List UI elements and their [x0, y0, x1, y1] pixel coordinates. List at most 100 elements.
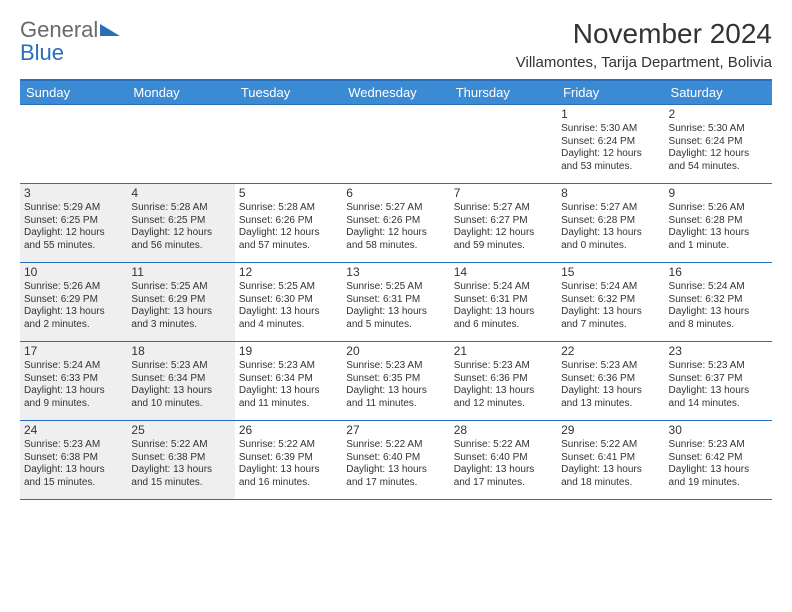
day-header: Thursday: [450, 81, 557, 104]
logo-triangle-icon: [100, 24, 120, 36]
day-daylight1: Daylight: 13 hours: [454, 385, 553, 398]
day-sunrise: Sunrise: 5:22 AM: [239, 439, 338, 452]
day-sunrise: Sunrise: 5:22 AM: [561, 439, 660, 452]
day-daylight2: and 19 minutes.: [669, 477, 768, 490]
day-sunset: Sunset: 6:42 PM: [669, 452, 768, 465]
day-daylight1: Daylight: 13 hours: [239, 306, 338, 319]
day-daylight1: Daylight: 13 hours: [561, 464, 660, 477]
day-daylight1: Daylight: 13 hours: [669, 227, 768, 240]
day-sunrise: Sunrise: 5:23 AM: [669, 360, 768, 373]
day-daylight2: and 17 minutes.: [454, 477, 553, 490]
day-cell: 13Sunrise: 5:25 AMSunset: 6:31 PMDayligh…: [342, 263, 449, 341]
day-cell: 15Sunrise: 5:24 AMSunset: 6:32 PMDayligh…: [557, 263, 664, 341]
day-daylight1: Daylight: 13 hours: [131, 464, 230, 477]
day-sunrise: Sunrise: 5:23 AM: [346, 360, 445, 373]
day-daylight1: Daylight: 13 hours: [24, 385, 123, 398]
day-cell: 10Sunrise: 5:26 AMSunset: 6:29 PMDayligh…: [20, 263, 127, 341]
day-number: 13: [346, 265, 445, 280]
day-daylight1: Daylight: 12 hours: [239, 227, 338, 240]
day-sunset: Sunset: 6:29 PM: [131, 294, 230, 307]
day-daylight2: and 55 minutes.: [24, 240, 123, 253]
day-daylight2: and 57 minutes.: [239, 240, 338, 253]
day-sunset: Sunset: 6:32 PM: [669, 294, 768, 307]
day-sunrise: Sunrise: 5:23 AM: [239, 360, 338, 373]
week-row: 24Sunrise: 5:23 AMSunset: 6:38 PMDayligh…: [20, 420, 772, 500]
day-sunrise: Sunrise: 5:28 AM: [239, 202, 338, 215]
day-header: Friday: [557, 81, 664, 104]
day-cell: 22Sunrise: 5:23 AMSunset: 6:36 PMDayligh…: [557, 342, 664, 420]
day-number: 23: [669, 344, 768, 359]
day-daylight2: and 54 minutes.: [669, 161, 768, 174]
day-sunset: Sunset: 6:40 PM: [454, 452, 553, 465]
day-cell: 1Sunrise: 5:30 AMSunset: 6:24 PMDaylight…: [557, 105, 664, 183]
day-number: 3: [24, 186, 123, 201]
day-sunrise: Sunrise: 5:23 AM: [131, 360, 230, 373]
day-sunset: Sunset: 6:29 PM: [24, 294, 123, 307]
day-daylight1: Daylight: 12 hours: [24, 227, 123, 240]
day-sunrise: Sunrise: 5:26 AM: [24, 281, 123, 294]
day-sunrise: Sunrise: 5:23 AM: [669, 439, 768, 452]
day-cell: 8Sunrise: 5:27 AMSunset: 6:28 PMDaylight…: [557, 184, 664, 262]
day-daylight1: Daylight: 12 hours: [454, 227, 553, 240]
day-daylight1: Daylight: 13 hours: [24, 306, 123, 319]
week-row: 10Sunrise: 5:26 AMSunset: 6:29 PMDayligh…: [20, 262, 772, 341]
day-daylight2: and 15 minutes.: [24, 477, 123, 490]
day-cell: 16Sunrise: 5:24 AMSunset: 6:32 PMDayligh…: [665, 263, 772, 341]
day-sunset: Sunset: 6:34 PM: [239, 373, 338, 386]
day-sunrise: Sunrise: 5:26 AM: [669, 202, 768, 215]
day-sunset: Sunset: 6:38 PM: [24, 452, 123, 465]
day-daylight1: Daylight: 13 hours: [561, 306, 660, 319]
day-cell: 6Sunrise: 5:27 AMSunset: 6:26 PMDaylight…: [342, 184, 449, 262]
day-cell: [235, 105, 342, 183]
day-sunrise: Sunrise: 5:29 AM: [24, 202, 123, 215]
day-number: 15: [561, 265, 660, 280]
day-daylight2: and 14 minutes.: [669, 398, 768, 411]
day-sunrise: Sunrise: 5:22 AM: [454, 439, 553, 452]
day-number: 22: [561, 344, 660, 359]
day-cell: 24Sunrise: 5:23 AMSunset: 6:38 PMDayligh…: [20, 421, 127, 499]
day-sunset: Sunset: 6:26 PM: [239, 215, 338, 228]
day-cell: [127, 105, 234, 183]
day-sunset: Sunset: 6:24 PM: [561, 136, 660, 149]
day-cell: 2Sunrise: 5:30 AMSunset: 6:24 PMDaylight…: [665, 105, 772, 183]
day-daylight2: and 53 minutes.: [561, 161, 660, 174]
day-daylight1: Daylight: 13 hours: [669, 306, 768, 319]
day-sunrise: Sunrise: 5:25 AM: [239, 281, 338, 294]
day-number: 10: [24, 265, 123, 280]
day-daylight1: Daylight: 13 hours: [239, 464, 338, 477]
day-daylight1: Daylight: 13 hours: [131, 385, 230, 398]
day-daylight1: Daylight: 13 hours: [669, 385, 768, 398]
day-daylight1: Daylight: 13 hours: [239, 385, 338, 398]
day-sunset: Sunset: 6:35 PM: [346, 373, 445, 386]
day-daylight2: and 12 minutes.: [454, 398, 553, 411]
day-sunrise: Sunrise: 5:23 AM: [454, 360, 553, 373]
day-sunrise: Sunrise: 5:27 AM: [454, 202, 553, 215]
day-number: 24: [24, 423, 123, 438]
day-sunrise: Sunrise: 5:24 AM: [454, 281, 553, 294]
day-number: 25: [131, 423, 230, 438]
day-daylight2: and 59 minutes.: [454, 240, 553, 253]
day-daylight2: and 9 minutes.: [24, 398, 123, 411]
day-sunset: Sunset: 6:39 PM: [239, 452, 338, 465]
day-cell: 25Sunrise: 5:22 AMSunset: 6:38 PMDayligh…: [127, 421, 234, 499]
day-daylight2: and 10 minutes.: [131, 398, 230, 411]
day-daylight2: and 58 minutes.: [346, 240, 445, 253]
day-sunset: Sunset: 6:24 PM: [669, 136, 768, 149]
day-daylight1: Daylight: 13 hours: [454, 464, 553, 477]
day-cell: 11Sunrise: 5:25 AMSunset: 6:29 PMDayligh…: [127, 263, 234, 341]
day-number: 11: [131, 265, 230, 280]
day-number: 17: [24, 344, 123, 359]
day-sunset: Sunset: 6:28 PM: [561, 215, 660, 228]
day-sunrise: Sunrise: 5:30 AM: [669, 123, 768, 136]
day-number: 16: [669, 265, 768, 280]
day-daylight1: Daylight: 13 hours: [24, 464, 123, 477]
day-sunset: Sunset: 6:36 PM: [561, 373, 660, 386]
calendar: Sunday Monday Tuesday Wednesday Thursday…: [20, 79, 772, 500]
day-header: Sunday: [20, 81, 127, 104]
title-block: November 2024 Villamontes, Tarija Depart…: [516, 18, 772, 71]
day-daylight1: Daylight: 13 hours: [346, 464, 445, 477]
day-daylight1: Daylight: 13 hours: [346, 385, 445, 398]
day-sunrise: Sunrise: 5:23 AM: [561, 360, 660, 373]
day-sunset: Sunset: 6:31 PM: [454, 294, 553, 307]
day-daylight2: and 5 minutes.: [346, 319, 445, 332]
